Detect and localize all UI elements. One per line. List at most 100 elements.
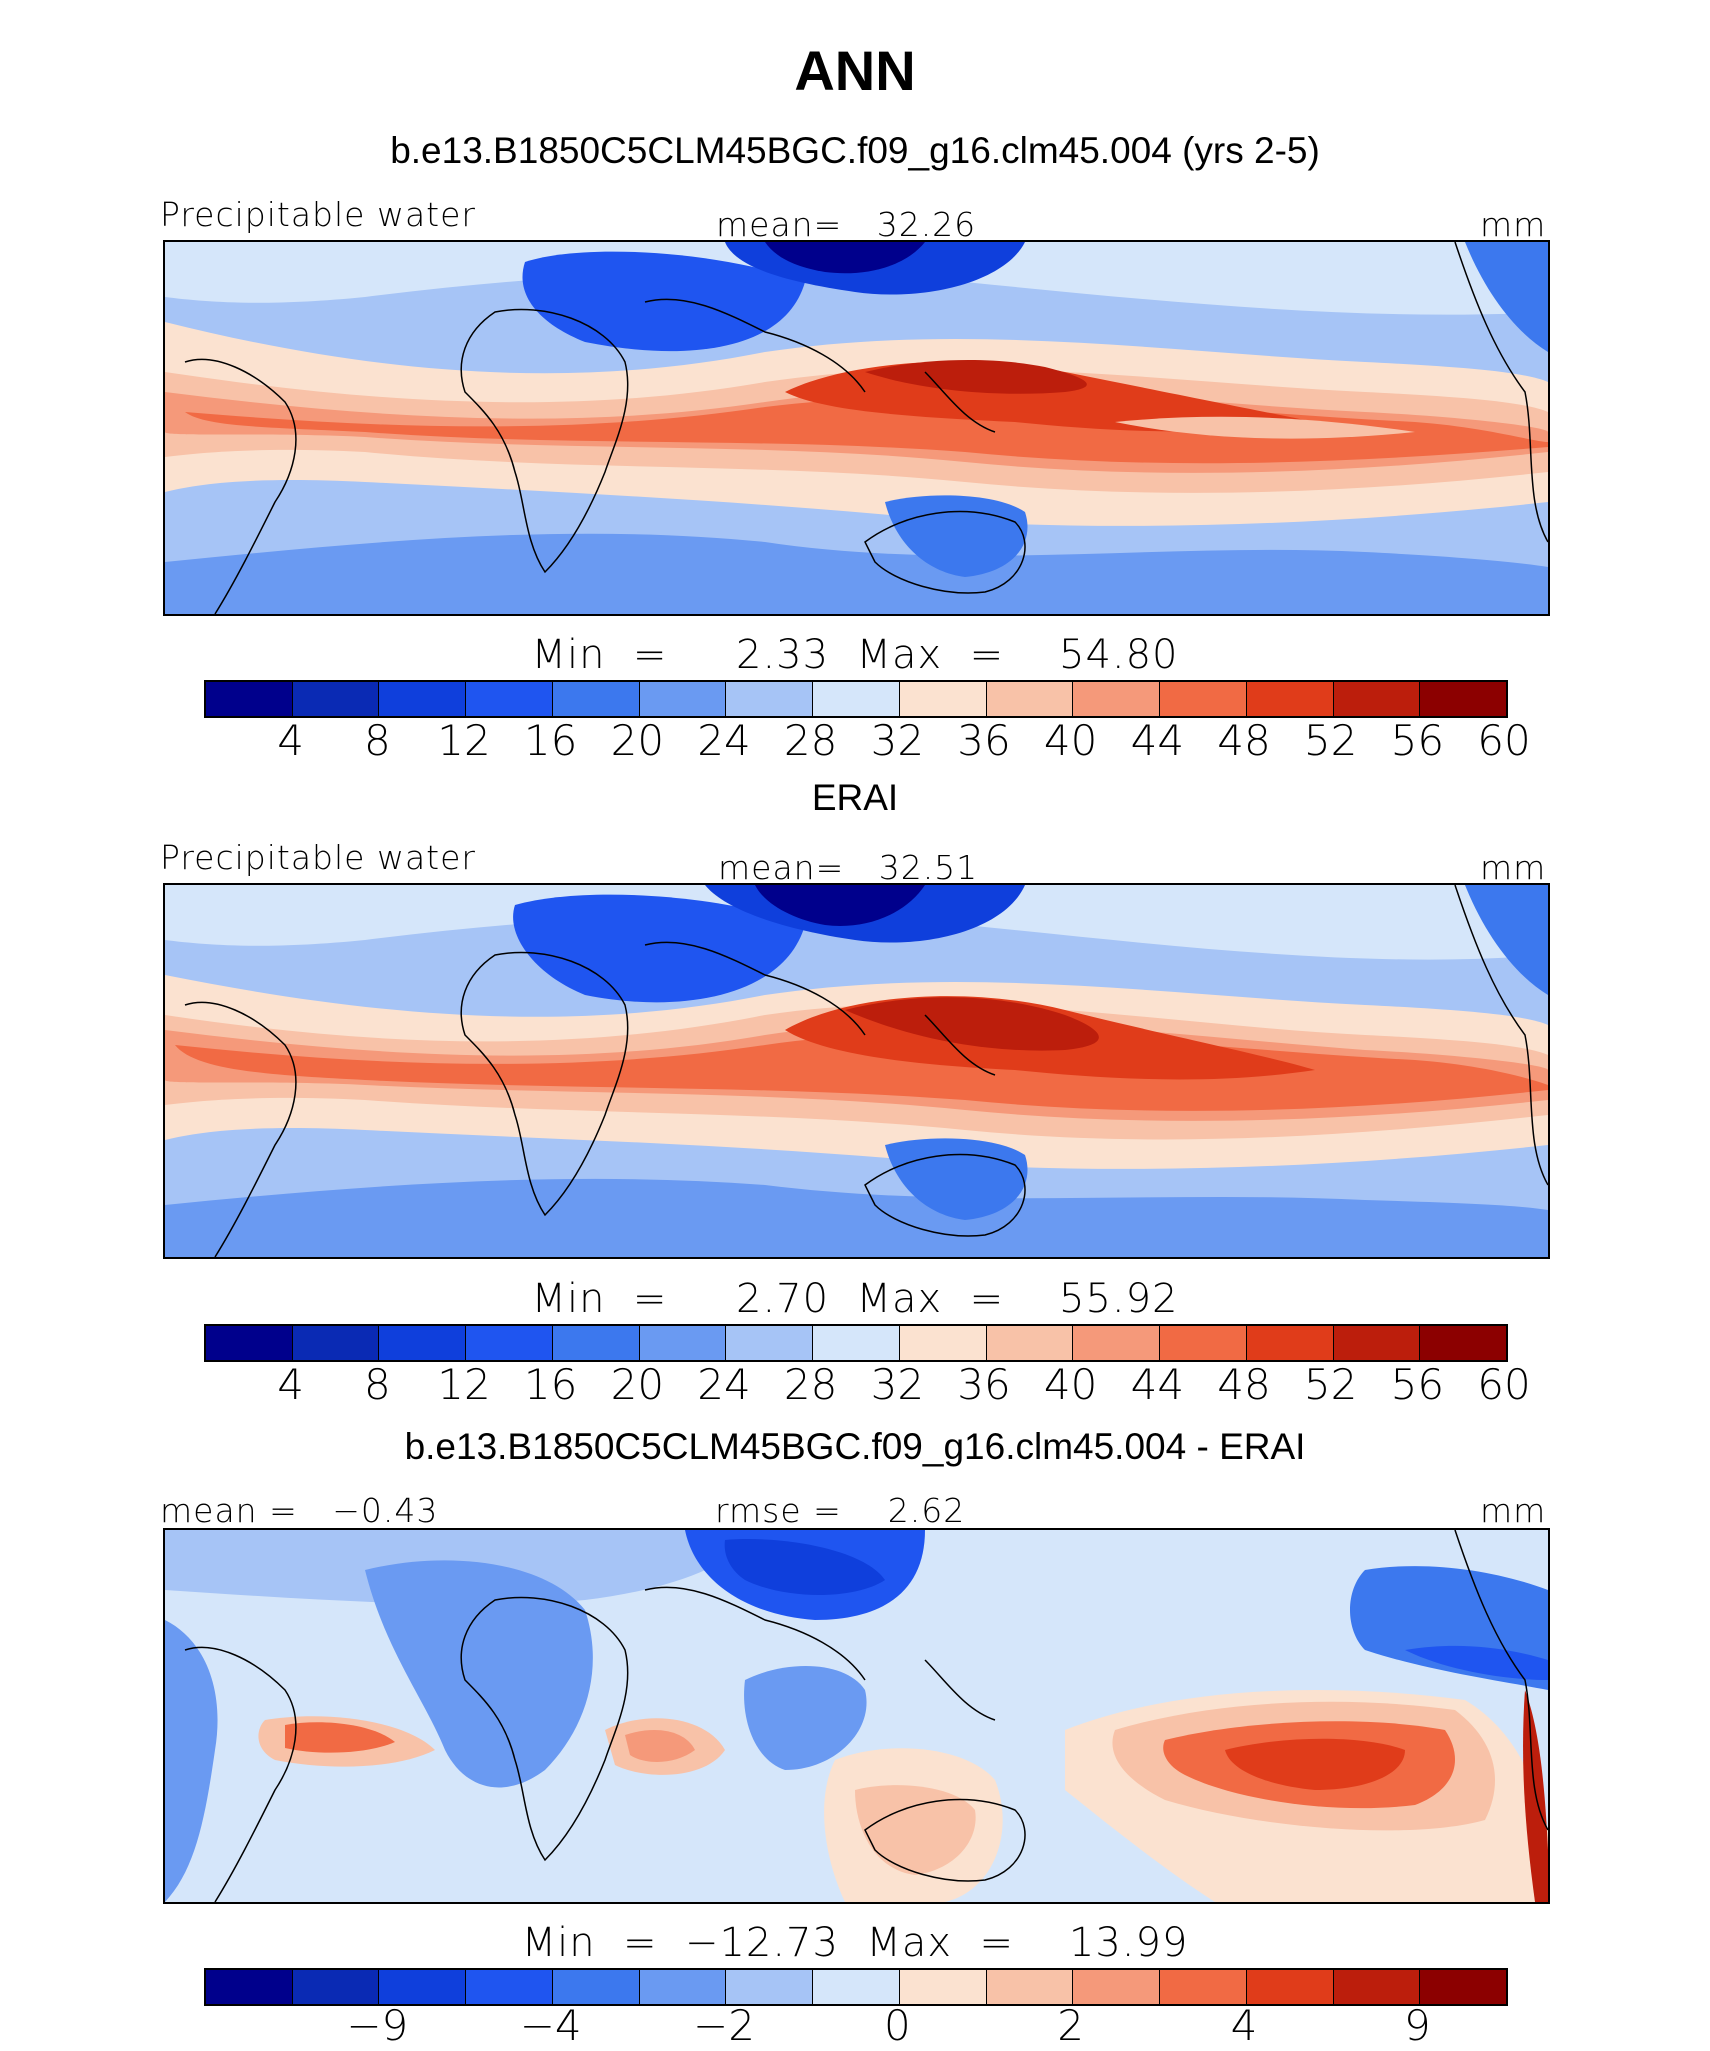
colorbar-tick-label: 52 xyxy=(1303,716,1358,765)
panel-3-map xyxy=(163,1528,1550,1904)
colorbar-swatch xyxy=(1073,1326,1161,1360)
colorbar-swatch xyxy=(1073,682,1161,716)
panel-3-min-max: Min = −12.73 Max = 13.99 xyxy=(521,1920,1189,1966)
panel-1-min-max: Min = 2.33 Max = 54.80 xyxy=(531,632,1179,678)
colorbar-tick-label: 8 xyxy=(363,716,391,765)
colorbar-swatch xyxy=(639,1970,727,2004)
panel-2-mean-label: mean= 32.51 xyxy=(718,848,979,887)
panel-2-min-max: Min = 2.70 Max = 55.92 xyxy=(531,1276,1179,1322)
colorbar-swatch xyxy=(466,1326,553,1360)
colorbar-swatch xyxy=(639,682,727,716)
panel-1-units-label: mm xyxy=(1480,205,1547,244)
panel-2-map-field xyxy=(165,885,1548,1257)
colorbar-tick-label: 60 xyxy=(1477,716,1531,765)
panel-3-colorbar xyxy=(204,1968,1508,2006)
colorbar-tick-label: 4 xyxy=(277,716,305,765)
colorbar-tick-label: 9 xyxy=(1403,2001,1431,2050)
colorbar-tick-label: 12 xyxy=(437,716,491,765)
colorbar-swatch xyxy=(813,682,900,716)
panel-3-mean-label: mean = −0.43 xyxy=(160,1491,439,1530)
colorbar-swatch xyxy=(1333,1970,1421,2004)
panel-1-colorbar-ticks: 4 8 12 16 20 24 28 32 36 40 44 48 52 56 60 xyxy=(204,716,1530,766)
colorbar-swatch xyxy=(1420,1326,1507,1360)
colorbar-swatch xyxy=(1246,682,1334,716)
panel-3-map-field xyxy=(165,1530,1548,1902)
colorbar-swatch xyxy=(899,1326,987,1360)
colorbar-swatch xyxy=(986,1326,1074,1360)
colorbar-tick-label: 4 xyxy=(277,1360,305,1409)
colorbar-swatch xyxy=(552,1326,640,1360)
colorbar-tick-label: 24 xyxy=(697,1360,751,1409)
colorbar-tick-label: 28 xyxy=(783,1360,838,1409)
colorbar-tick-label: 16 xyxy=(523,716,578,765)
colorbar-tick-label: 0 xyxy=(883,2001,911,2050)
colorbar-swatch xyxy=(986,682,1074,716)
colorbar-swatch xyxy=(1160,1326,1247,1360)
colorbar-tick-label: 36 xyxy=(957,1360,1011,1409)
colorbar-tick-label: 56 xyxy=(1390,1360,1445,1409)
colorbar-tick-label: 40 xyxy=(1043,716,1098,765)
colorbar-swatch xyxy=(1073,1970,1161,2004)
colorbar-swatch xyxy=(1160,682,1247,716)
panel-2-variable-label: Precipitable water xyxy=(160,838,476,877)
colorbar-swatch xyxy=(726,1970,814,2004)
colorbar-swatch xyxy=(552,1970,640,2004)
colorbar-tick-label: 48 xyxy=(1217,716,1271,765)
colorbar-tick-label: 40 xyxy=(1043,1360,1098,1409)
colorbar-tick-label: 32 xyxy=(870,1360,925,1409)
colorbar-tick-label: 8 xyxy=(363,1360,391,1409)
panel-1-colorbar xyxy=(204,680,1508,718)
colorbar-swatch xyxy=(1246,1970,1334,2004)
colorbar-swatch xyxy=(899,682,987,716)
panel-2-units-label: mm xyxy=(1480,848,1547,887)
colorbar-tick-label: 36 xyxy=(957,716,1011,765)
colorbar-tick-label: −2 xyxy=(693,2001,755,2050)
colorbar-swatch xyxy=(379,1970,467,2004)
colorbar-swatch xyxy=(813,1326,900,1360)
panel-3-header: b.e13.B1850C5CLM45BGC.f09_g16.clm45.004 … xyxy=(404,1426,1306,1467)
colorbar-tick-label: 28 xyxy=(783,716,838,765)
panel-1-variable-label: Precipitable water xyxy=(160,195,476,234)
colorbar-swatch xyxy=(899,1970,987,2004)
panel-2-header: ERAI xyxy=(811,777,899,818)
colorbar-swatch xyxy=(1160,1970,1247,2004)
panel-2-colorbar xyxy=(204,1324,1508,1362)
panel-3-colorbar-ticks: −9 −4 −2 0 2 4 9 xyxy=(204,2001,1504,2051)
colorbar-tick-label: 20 xyxy=(610,1360,665,1409)
panel-3-rmse-label: rmse = 2.62 xyxy=(715,1491,966,1530)
colorbar-swatch xyxy=(1420,682,1507,716)
colorbar-swatch xyxy=(552,682,640,716)
panel-1-map-field xyxy=(165,242,1548,614)
colorbar-swatch xyxy=(379,682,467,716)
colorbar-swatch xyxy=(1246,1326,1334,1360)
colorbar-tick-label: 60 xyxy=(1477,1360,1531,1409)
colorbar-tick-label: 44 xyxy=(1130,716,1185,765)
colorbar-swatch xyxy=(292,682,380,716)
colorbar-tick-label: 52 xyxy=(1303,1360,1358,1409)
colorbar-swatch xyxy=(813,1970,900,2004)
colorbar-tick-label: 48 xyxy=(1217,1360,1271,1409)
colorbar-tick-label: −9 xyxy=(346,2001,409,2050)
colorbar-swatch xyxy=(726,1326,814,1360)
colorbar-swatch xyxy=(206,682,293,716)
colorbar-tick-label: 2 xyxy=(1057,2001,1085,2050)
colorbar-tick-label: 12 xyxy=(437,1360,491,1409)
colorbar-tick-label: 44 xyxy=(1130,1360,1185,1409)
panel-1-header: b.e13.B1850C5CLM45BGC.f09_g16.clm45.004 … xyxy=(390,130,1320,171)
panel-1-mean-label: mean= 32.26 xyxy=(716,205,977,244)
colorbar-tick-label: 4 xyxy=(1230,2001,1258,2050)
colorbar-swatch xyxy=(726,682,814,716)
colorbar-tick-label: −4 xyxy=(519,2001,582,2050)
panel-1-map xyxy=(163,240,1550,616)
colorbar-swatch xyxy=(292,1326,380,1360)
colorbar-tick-label: 32 xyxy=(870,716,925,765)
colorbar-swatch xyxy=(466,1970,553,2004)
colorbar-swatch xyxy=(1333,1326,1421,1360)
colorbar-swatch xyxy=(639,1326,727,1360)
panel-3-units-label: mm xyxy=(1480,1491,1547,1530)
colorbar-swatch xyxy=(292,1970,380,2004)
colorbar-swatch xyxy=(1333,682,1421,716)
colorbar-tick-label: 56 xyxy=(1390,716,1445,765)
colorbar-swatch xyxy=(1420,1970,1507,2004)
colorbar-swatch xyxy=(466,682,553,716)
